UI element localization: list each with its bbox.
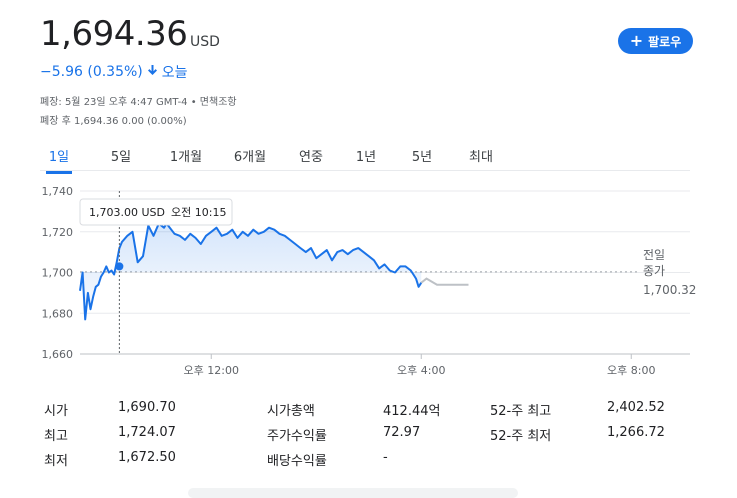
after-hours-line — [420, 277, 469, 286]
stat-dividend: 배당수익률 - — [267, 450, 388, 469]
y-tick-label: 1,660 — [42, 348, 74, 361]
prev-close-value: 1,700.32 — [643, 283, 696, 297]
tab-1m[interactable]: 1개월 — [169, 150, 203, 165]
arrow-down-icon — [147, 64, 158, 80]
close-info: 폐장: 5월 23일 오후 4:47 GMT-4 • 면책조항 — [40, 97, 237, 108]
tab-5d[interactable]: 5일 — [110, 150, 132, 165]
stat-52w-low: 52-주 최저 1,266.72 — [490, 425, 665, 444]
tab-1d[interactable]: 1일 — [46, 146, 72, 174]
x-axis-ticks: 오후 12:00 오후 4:00 오후 8:00 — [184, 354, 655, 377]
plus-icon: + — [629, 31, 644, 50]
stat-mktcap: 시가총액 412.44억 — [267, 404, 441, 419]
price-change: −5.96 (0.35%) 오늘 — [40, 62, 188, 82]
price-area-fill — [80, 223, 422, 320]
currency-label: USD — [190, 34, 220, 50]
x-tick-label: 오후 12:00 — [184, 364, 239, 377]
y-axis-ticks: 1,740 1,720 1,700 1,680 1,660 — [42, 185, 74, 361]
chart-gridlines — [80, 190, 690, 355]
x-tick-label: 오후 4:00 — [397, 364, 445, 377]
follow-label: 팔로우 — [648, 34, 682, 49]
stat-open: 시가 1,690.70 — [44, 400, 176, 419]
stat-high: 최고 1,724.07 — [44, 425, 176, 444]
tab-5y[interactable]: 5년 — [411, 150, 433, 165]
change-value: −5.96 (0.35%) — [40, 64, 143, 80]
tab-divider — [40, 170, 690, 171]
stat-pe: 주가수익률 72.97 — [267, 425, 421, 444]
stock-price: 1,694.36 — [40, 14, 188, 54]
price-line — [79, 222, 423, 321]
tooltip-time: 오전 10:15 — [171, 206, 226, 219]
tab-max[interactable]: 최대 — [469, 150, 493, 165]
tab-6m[interactable]: 6개월 — [233, 150, 267, 165]
after-hours-info: 폐장 후 1,694.36 0.00 (0.00%) — [40, 116, 187, 127]
tooltip: 1,703.00 USD 오전 10:15 — [79, 198, 233, 226]
bottom-scroll-bar[interactable] — [188, 488, 518, 498]
tooltip-price: 1,703.00 USD — [89, 206, 165, 219]
range-tabs: 1일 5일 1개월 6개월 연중 1년 5년 최대 — [40, 146, 496, 174]
y-tick-label: 1,740 — [42, 185, 74, 198]
price-chart[interactable]: 1,740 1,720 1,700 1,680 1,660 오후 12:00 오후 4:0… — [0, 178, 737, 383]
y-tick-label: 1,700 — [42, 267, 74, 280]
stat-low: 최저 1,672.50 — [44, 450, 176, 469]
change-period: 오늘 — [161, 65, 188, 81]
tab-1y[interactable]: 1년 — [355, 150, 377, 165]
y-tick-label: 1,720 — [42, 226, 74, 239]
x-tick-label: 오후 8:00 — [607, 364, 655, 377]
follow-button[interactable]: + 팔로우 — [618, 28, 693, 54]
prev-close-label-2: 종가 — [643, 264, 665, 278]
prev-close-label-1: 전일 — [643, 248, 665, 262]
y-tick-label: 1,680 — [42, 307, 74, 320]
tab-ytd[interactable]: 연중 — [299, 150, 323, 165]
cursor-dot — [115, 262, 124, 271]
stat-52w-high: 52-주 최고 2,402.52 — [490, 400, 665, 419]
